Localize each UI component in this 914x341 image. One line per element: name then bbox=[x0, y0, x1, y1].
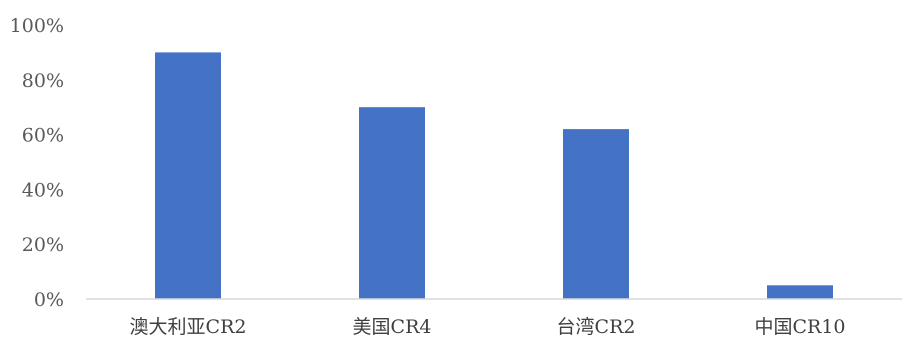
y-tick-label: 20% bbox=[22, 234, 64, 256]
y-axis-ticks: 0% 20% 40% 60% 80% 100% bbox=[10, 15, 64, 311]
bar-2 bbox=[563, 129, 629, 299]
bar-3 bbox=[767, 285, 833, 299]
x-category-label: 澳大利亚CR2 bbox=[130, 316, 247, 338]
y-tick-label: 0% bbox=[34, 289, 64, 311]
y-tick-label: 40% bbox=[22, 179, 64, 201]
x-axis-labels: 澳大利亚CR2 美国CR4 台湾CR2 中国CR10 bbox=[130, 316, 846, 338]
bar-0 bbox=[155, 52, 221, 300]
bars bbox=[155, 52, 833, 300]
x-category-label: 台湾CR2 bbox=[557, 316, 636, 338]
x-category-label: 美国CR4 bbox=[353, 316, 432, 338]
bar-1 bbox=[359, 107, 425, 299]
x-category-label: 中国CR10 bbox=[754, 316, 845, 338]
y-tick-label: 80% bbox=[22, 70, 64, 92]
y-tick-label: 60% bbox=[22, 125, 64, 147]
y-tick-label: 100% bbox=[10, 15, 64, 37]
